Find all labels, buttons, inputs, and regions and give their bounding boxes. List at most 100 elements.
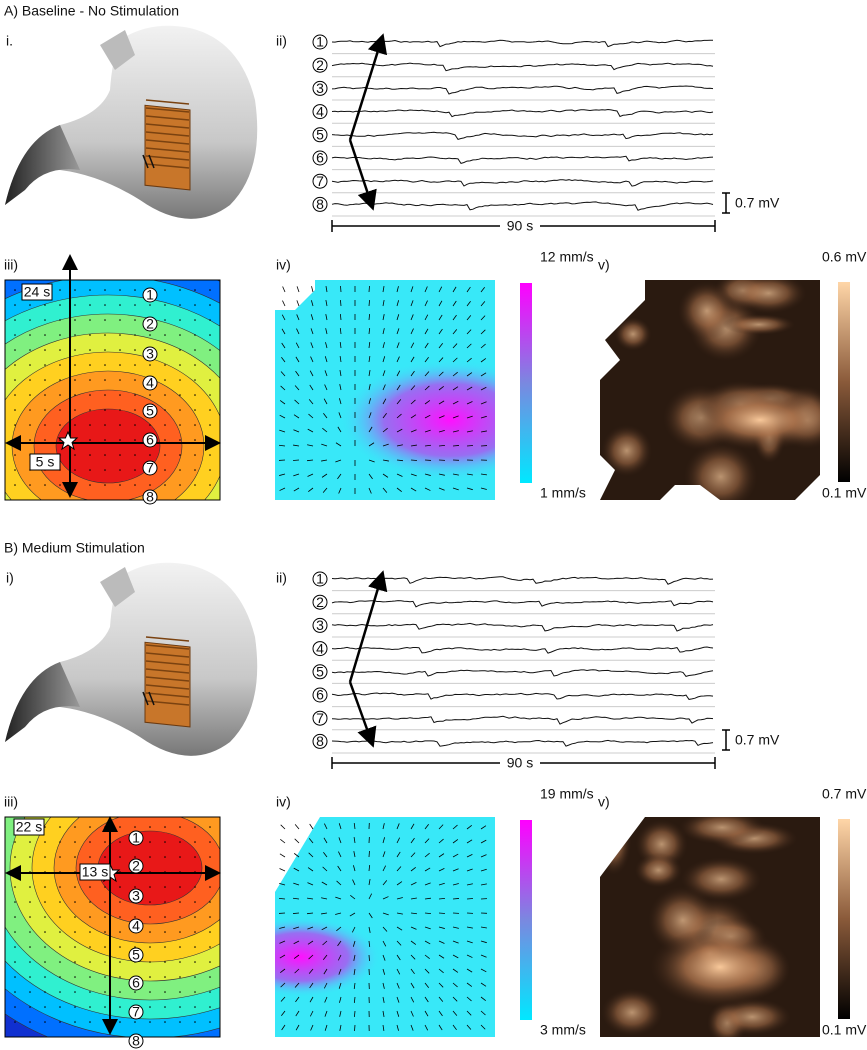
velocity-vector (382, 1024, 385, 1031)
electrode-dot (29, 334, 31, 336)
velocity-vector (293, 487, 300, 492)
velocity-vector (396, 881, 403, 886)
velocity-vector (396, 413, 402, 419)
velocity-vector (324, 823, 328, 830)
electrode-row (145, 692, 190, 698)
trace (331, 179, 714, 187)
electrode-dot (104, 289, 106, 291)
electrode-dot (59, 826, 61, 828)
electrode-dot (44, 1006, 46, 1008)
electrode-dot (194, 289, 196, 291)
time-box (79, 863, 111, 881)
electrode-dot (14, 961, 16, 963)
velocity-vector (466, 954, 473, 958)
velocity-vector (293, 954, 300, 959)
velocity-vector (308, 487, 314, 493)
velocity-vector (382, 487, 388, 493)
velocity-vector (424, 487, 431, 491)
velocity-vector (410, 897, 417, 900)
electrode-row (145, 636, 190, 642)
velocity-vector (466, 487, 473, 491)
trace (331, 155, 714, 164)
velocity-vector (438, 300, 443, 307)
electrode-dot (104, 1021, 106, 1023)
velocity-vector (281, 314, 286, 321)
electrode-dot (164, 901, 166, 903)
isochrone-top-time: 24 s (24, 284, 50, 300)
electrode-dot (104, 379, 106, 381)
electrode-dot (44, 856, 46, 858)
velocity-vector (466, 926, 473, 929)
electrode-dot (119, 976, 121, 978)
channel-circle (142, 316, 158, 332)
velocity-vector (281, 328, 286, 335)
velocity-vector (396, 866, 402, 872)
velocity-vector (438, 357, 444, 363)
velocity-vector (382, 926, 388, 932)
electrode-dot (44, 334, 46, 336)
velocity-vector (325, 342, 328, 349)
electrode-dot (164, 841, 166, 843)
velocity-vector (452, 329, 458, 335)
electrode-dot (194, 439, 196, 441)
velocity-vector (292, 897, 300, 900)
velocity-vector (480, 372, 487, 377)
electrode-dot (29, 349, 31, 351)
electrode-dot (89, 364, 91, 366)
electrode-dot (14, 319, 16, 321)
electrode-dot (119, 961, 121, 963)
electrode-dot (179, 439, 181, 441)
velocity-vector (309, 982, 314, 989)
velocity-vector (295, 1024, 300, 1031)
electrode-dot (194, 1021, 196, 1023)
velocity-vector (382, 473, 389, 478)
velocity-vector (309, 823, 314, 830)
stomach-body (5, 562, 258, 756)
velocity-vector (480, 386, 487, 391)
electrode-dot (179, 961, 181, 963)
channel-number: 3 (132, 888, 140, 904)
velocity-vector (480, 982, 487, 987)
electrode-dot (209, 1006, 211, 1008)
velocity-vector (452, 968, 459, 973)
electrode-dot (44, 1021, 46, 1023)
electrode-dot (29, 961, 31, 963)
channel-circle (128, 888, 144, 904)
velocity-vector (396, 300, 400, 307)
channel-circle (142, 489, 158, 505)
velocity-vector (323, 968, 328, 975)
trace (331, 692, 714, 700)
electrode-dot (209, 334, 211, 336)
velocity-vector (438, 314, 443, 321)
electrode-dot (104, 454, 106, 456)
velocity-vector (324, 356, 328, 363)
velocity-vector (424, 356, 429, 363)
electrode-row (145, 652, 190, 658)
velocity-vector (396, 384, 401, 391)
velocity-vector (438, 343, 444, 349)
electrode-dot (119, 379, 121, 381)
electrode-dot (149, 424, 151, 426)
velocity-vector (282, 300, 286, 307)
electrode-dot (119, 826, 121, 828)
channel-number: 3 (316, 617, 324, 633)
velocity-vector (353, 954, 356, 961)
velocity-vector (382, 996, 385, 1003)
velocity-vector (310, 356, 314, 363)
electrode-dot (179, 334, 181, 336)
channel-circle (142, 460, 158, 476)
velocity-vector (452, 1010, 458, 1016)
electrode-dot (179, 931, 181, 933)
velocity-vector (452, 996, 458, 1002)
velocity-vector (336, 880, 342, 886)
electrode-row (145, 644, 190, 650)
velocity-vector (480, 343, 486, 349)
velocity-vector (368, 356, 371, 363)
channel-circle (312, 173, 328, 189)
electrode-dot (74, 1006, 76, 1008)
electrode-row (145, 676, 190, 682)
amplitude-blob (722, 314, 796, 335)
electrode-dot (14, 484, 16, 486)
esophagus (100, 30, 135, 70)
electrode-dot (14, 841, 16, 843)
